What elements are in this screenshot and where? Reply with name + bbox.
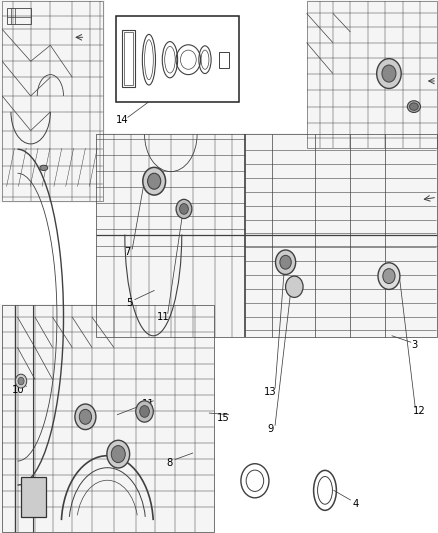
Circle shape <box>382 65 396 82</box>
Text: 1: 1 <box>27 499 33 508</box>
Circle shape <box>286 276 303 297</box>
Text: 15: 15 <box>217 414 230 423</box>
Circle shape <box>280 255 291 269</box>
Text: 8: 8 <box>167 458 173 467</box>
Circle shape <box>378 263 400 289</box>
Circle shape <box>383 269 395 284</box>
Circle shape <box>148 173 161 189</box>
Text: 11: 11 <box>141 399 155 409</box>
Bar <box>116 16 239 102</box>
Circle shape <box>79 409 92 424</box>
Circle shape <box>18 377 24 385</box>
Circle shape <box>377 59 401 88</box>
Circle shape <box>180 204 188 214</box>
Bar <box>122 30 135 87</box>
Ellipse shape <box>410 103 418 110</box>
Text: 9: 9 <box>268 424 274 434</box>
Circle shape <box>136 401 153 422</box>
Bar <box>21 477 46 517</box>
Text: 5: 5 <box>126 298 132 308</box>
Bar <box>124 32 133 85</box>
Text: 13: 13 <box>264 387 276 397</box>
Ellipse shape <box>407 101 420 112</box>
Text: 11: 11 <box>156 312 170 322</box>
Circle shape <box>107 440 130 468</box>
Bar <box>307 0 438 149</box>
Text: 3: 3 <box>412 341 418 350</box>
Circle shape <box>176 199 192 219</box>
Circle shape <box>15 374 27 388</box>
Bar <box>219 52 229 68</box>
Text: 10: 10 <box>12 385 25 395</box>
Text: 12: 12 <box>413 407 426 416</box>
Circle shape <box>111 446 125 463</box>
Text: 4: 4 <box>353 499 359 508</box>
Bar <box>0 304 215 533</box>
Circle shape <box>140 406 149 417</box>
Ellipse shape <box>40 165 48 171</box>
Bar <box>96 133 438 338</box>
Circle shape <box>276 250 296 274</box>
Circle shape <box>75 404 96 430</box>
Circle shape <box>143 167 166 195</box>
Text: 7: 7 <box>124 247 130 256</box>
Text: 14: 14 <box>117 116 129 125</box>
Bar <box>0 0 105 203</box>
Bar <box>7 8 31 24</box>
